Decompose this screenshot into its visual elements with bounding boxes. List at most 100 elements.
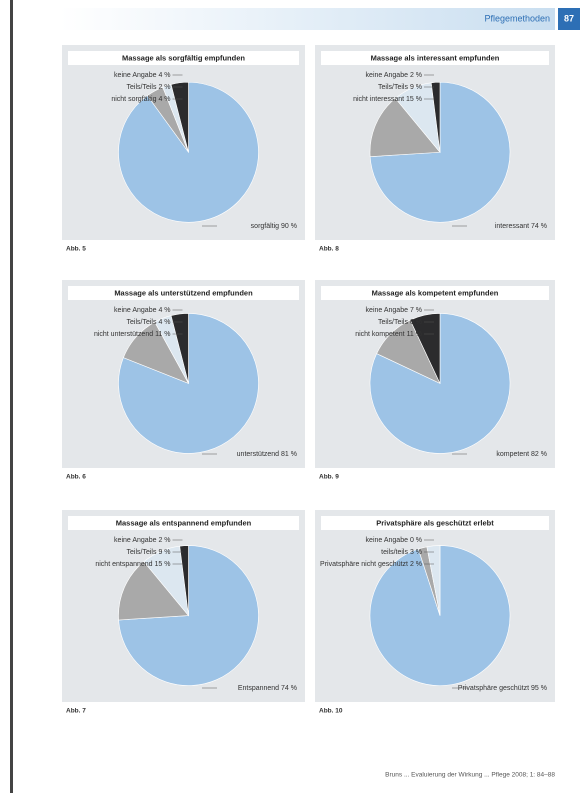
- chart-title: Massage als sorgfältig empfunden: [122, 53, 245, 62]
- slice-label: keine Angabe 4 %: [114, 72, 170, 79]
- slice-label: keine Angabe 0 %: [366, 537, 422, 544]
- slice-label: keine Angabe 7 %: [366, 307, 422, 314]
- slice-value: 11 %: [407, 331, 422, 338]
- slice-label: kompetent 82 %: [496, 451, 547, 458]
- slice-category: Teils/Teils: [127, 84, 157, 91]
- page-number: 87: [564, 13, 574, 23]
- chart-title: Massage als interessant empfunden: [371, 53, 500, 62]
- slice-category: unterstützend: [237, 451, 280, 458]
- slice-label: teils/teils 3 %: [381, 549, 422, 556]
- figure-caption: Abb. 9: [319, 474, 339, 481]
- title-box: [321, 516, 549, 530]
- slice-value: 74 %: [531, 223, 547, 230]
- slice-value: 0 %: [410, 319, 422, 326]
- slice-category: kompetent: [496, 451, 529, 458]
- slice-category: Privatsphäre nicht geschützt: [320, 561, 408, 568]
- pie-slice: [179, 545, 189, 616]
- slice-value: 9 %: [410, 84, 422, 91]
- page-number-box: [558, 8, 580, 30]
- slice-category: keine Angabe: [366, 537, 409, 544]
- slice-value: 7 %: [410, 307, 422, 314]
- slice-category: Teils/Teils: [378, 319, 408, 326]
- slice-value: 4 %: [158, 307, 170, 314]
- slice-category: Privatsphäre geschützt: [458, 685, 529, 692]
- slice-label: unterstützend 81 %: [237, 451, 297, 458]
- slice-label: Teils/Teils 9 %: [127, 549, 171, 556]
- slice-category: nicht interessant: [353, 96, 404, 103]
- figure-caption: Abb. 8: [319, 246, 339, 253]
- slice-category: Teils/Teils: [127, 549, 157, 556]
- slice-label: Teils/Teils 0 %: [378, 319, 422, 326]
- slice-label: nicht kompetent 11 %: [355, 331, 422, 338]
- slice-label: interessant 74 %: [495, 223, 547, 230]
- slice-category: nicht kompetent: [355, 331, 404, 338]
- slice-value: 81 %: [281, 451, 297, 458]
- pie-slice: [170, 81, 189, 153]
- slice-label: Entspannend 74 %: [238, 685, 297, 692]
- section-title: Pflegemethoden: [484, 13, 550, 23]
- slice-value: 90 %: [281, 223, 297, 230]
- title-box: [68, 516, 299, 530]
- slice-category: nicht sorgfältig: [111, 96, 156, 103]
- slice-label: sorgfältig 90 %: [251, 223, 297, 230]
- slice-label: nicht interessant 15 %: [353, 96, 422, 103]
- slice-value: 9 %: [158, 549, 170, 556]
- slice-category: keine Angabe: [114, 307, 157, 314]
- slice-value: 15 %: [155, 561, 171, 568]
- slice-label: keine Angabe 2 %: [366, 72, 422, 79]
- slice-category: Teils/Teils: [127, 319, 157, 326]
- slice-label: Privatsphäre nicht geschützt 2 %: [320, 561, 422, 568]
- figure-caption: Abb. 6: [66, 474, 86, 481]
- chart-title: Massage als kompetent empfunden: [372, 288, 499, 297]
- slice-value: 95 %: [531, 685, 547, 692]
- slice-value: 2 %: [410, 561, 422, 568]
- slice-category: Entspannend: [238, 685, 279, 692]
- slice-label: nicht unterstützend 11 %: [94, 331, 171, 338]
- header-band: [60, 8, 555, 30]
- slice-value: 11 %: [155, 331, 170, 338]
- slice-label: Teils/Teils 4 %: [127, 319, 171, 326]
- title-box: [321, 51, 549, 65]
- slice-label: Teils/Teils 2 %: [127, 84, 171, 91]
- figure-caption: Abb. 5: [66, 246, 86, 253]
- slice-value: 2 %: [158, 84, 170, 91]
- title-box: [68, 51, 299, 65]
- chart-title: Massage als unterstützend empfunden: [114, 288, 253, 297]
- slice-category: keine Angabe: [114, 72, 157, 79]
- slice-label: Teils/Teils 9 %: [378, 84, 422, 91]
- slice-value: 0 %: [410, 537, 422, 544]
- slice-value: 4 %: [158, 96, 170, 103]
- chart-title: Massage als entspannend empfunden: [116, 518, 252, 527]
- slice-value: 2 %: [158, 537, 170, 544]
- slice-category: nicht unterstützend: [94, 331, 153, 338]
- slice-label: nicht sorgfältig 4 %: [111, 96, 170, 103]
- slice-label: keine Angabe 2 %: [114, 537, 170, 544]
- slice-category: teils/teils: [381, 549, 408, 556]
- slice-category: nicht entspannend: [95, 561, 152, 568]
- scan-edge: [10, 0, 13, 793]
- figure-caption: Abb. 7: [66, 708, 86, 715]
- slice-category: sorgfältig: [251, 223, 280, 230]
- slice-value: 3 %: [410, 549, 422, 556]
- title-box: [321, 286, 549, 300]
- slice-category: interessant: [495, 223, 529, 230]
- slice-category: keine Angabe: [366, 307, 409, 314]
- slice-value: 4 %: [158, 72, 170, 79]
- slice-label: Privatsphäre geschützt 95 %: [458, 685, 547, 692]
- slice-value: 4 %: [158, 319, 170, 326]
- pie-slice: [430, 81, 441, 153]
- slice-category: keine Angabe: [114, 537, 157, 544]
- footer: Bruns ... Evaluierung der Wirkung ... Pf…: [385, 772, 555, 779]
- slice-value: 2 %: [410, 72, 422, 79]
- slice-value: 74 %: [281, 685, 297, 692]
- slice-value: 82 %: [531, 451, 547, 458]
- pie-slice: [409, 313, 441, 384]
- pie-slice: [170, 313, 189, 384]
- title-box: [68, 286, 299, 300]
- slice-label: keine Angabe 4 %: [114, 307, 170, 314]
- slice-value: 15 %: [406, 96, 422, 103]
- slice-category: keine Angabe: [366, 72, 409, 79]
- figure-caption: Abb. 10: [319, 708, 343, 715]
- slice-category: Teils/Teils: [378, 84, 408, 91]
